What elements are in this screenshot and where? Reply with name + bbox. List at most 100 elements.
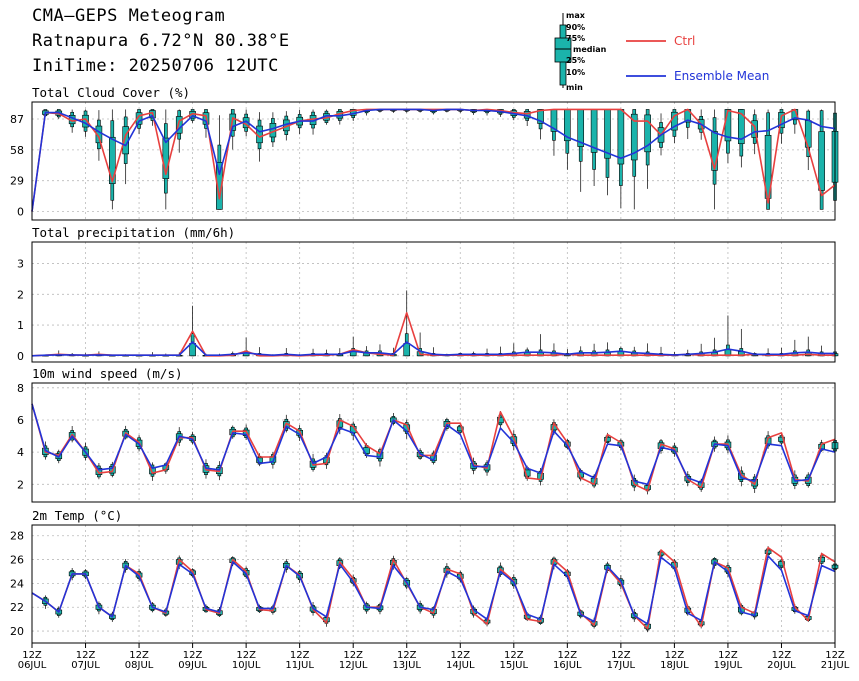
- ensemble-mean-line: [31, 403, 836, 486]
- x-tick-date: 14JUL: [446, 660, 475, 671]
- panel-1: Total precipitation (mm/6h) 0 1 2 3: [17, 225, 839, 363]
- y-tick-label: 0: [17, 205, 24, 218]
- y-tick-label: 24: [10, 577, 24, 590]
- x-tick-date: 12JUL: [339, 660, 368, 671]
- legend-box-label: 75%: [566, 34, 585, 43]
- panel-title: Total Cloud Cover (%): [32, 85, 190, 100]
- box-inner: [95, 125, 103, 144]
- y-tick-label: 2: [17, 288, 24, 301]
- x-tick-hour: 12Z: [343, 650, 363, 661]
- ensemble-boxes: [42, 290, 839, 357]
- box-inner: [497, 416, 504, 424]
- y-tick-label: 58: [10, 144, 24, 157]
- x-tick-hour: 12Z: [290, 650, 310, 661]
- x-tick-hour: 12Z: [450, 650, 470, 661]
- location-label: Ratnapura 6.72°N 80.38°E: [32, 31, 290, 51]
- box-inner: [135, 112, 143, 125]
- panel-2: 10m wind speed (m/s) 2 4 6 8: [17, 366, 839, 503]
- box-inner: [590, 109, 598, 153]
- legend-box-label: 10%: [566, 68, 585, 77]
- box-inner: [216, 162, 223, 210]
- x-tick-date: 17JUL: [607, 660, 636, 671]
- x-tick-hour: 12Z: [129, 650, 149, 661]
- panel-title: Total precipitation (mm/6h): [32, 225, 235, 240]
- box-inner: [778, 561, 785, 567]
- box-inner: [537, 109, 544, 124]
- box-inner: [403, 343, 411, 357]
- box-inner: [778, 436, 785, 442]
- x-tick-date: 13JUL: [392, 660, 421, 671]
- y-tick-label: 29: [10, 175, 24, 188]
- legend-box-label: 90%: [566, 23, 585, 32]
- legend-box-label: min: [566, 83, 583, 92]
- box-inner: [818, 131, 825, 191]
- panel-title: 2m Temp (°C): [32, 508, 122, 523]
- legend-box-label: median: [573, 45, 607, 54]
- panel-frame: [31, 241, 836, 363]
- box-inner: [189, 343, 196, 357]
- ensemble-boxes: [42, 109, 839, 210]
- box-inner: [630, 113, 638, 161]
- legend-box-inner: [554, 37, 572, 63]
- x-tick-hour: 12Z: [183, 650, 203, 661]
- y-tick-label: 87: [10, 113, 24, 126]
- x-axis: 12Z06JUL12Z07JUL12Z08JUL12Z09JUL12Z10JUL…: [18, 643, 850, 671]
- box-inner: [82, 114, 89, 128]
- x-tick-date: 10JUL: [232, 660, 261, 671]
- box-inner: [604, 109, 611, 159]
- ensemble-boxes: [42, 411, 839, 495]
- y-tick-label: 1: [17, 319, 24, 332]
- x-tick-date: 16JUL: [553, 660, 582, 671]
- y-tick-label: 22: [10, 601, 24, 614]
- panel-title: 10m wind speed (m/s): [32, 366, 183, 381]
- x-tick-hour: 12Z: [611, 650, 631, 661]
- x-tick-date: 19JUL: [714, 660, 743, 671]
- x-tick-hour: 12Z: [718, 650, 738, 661]
- box-inner: [109, 136, 116, 184]
- panel-0: Total Cloud Cover (%) 0 29 58 87: [10, 85, 839, 221]
- y-tick-label: 0: [17, 350, 24, 363]
- x-tick-hour: 12Z: [22, 650, 42, 661]
- legend-ctrl-label: Ctrl: [674, 34, 695, 48]
- x-tick-hour: 12Z: [825, 650, 845, 661]
- x-tick-hour: 12Z: [772, 650, 792, 661]
- x-tick-date: 15JUL: [500, 660, 529, 671]
- panel-frame: [31, 524, 836, 644]
- ensemble-mean-line: [31, 341, 835, 357]
- x-tick-date: 07JUL: [71, 660, 100, 671]
- y-tick-label: 6: [17, 414, 24, 427]
- y-tick-label: 4: [17, 446, 24, 459]
- box-inner: [617, 109, 625, 165]
- x-tick-hour: 12Z: [76, 650, 96, 661]
- box-inner: [456, 426, 464, 432]
- panel-frame: [31, 101, 836, 221]
- y-tick-label: 20: [10, 625, 24, 638]
- x-tick-hour: 12Z: [504, 650, 524, 661]
- legend-box-label: 25%: [566, 56, 585, 65]
- y-tick-label: 8: [17, 382, 24, 395]
- x-tick-hour: 12Z: [665, 650, 685, 661]
- x-tick-date: 20JUL: [767, 660, 796, 671]
- ensemble-mean-line: [31, 108, 836, 212]
- x-tick-date: 08JUL: [125, 660, 154, 671]
- x-tick-date: 09JUL: [178, 660, 207, 671]
- x-tick-date: 06JUL: [18, 660, 47, 671]
- box-inner: [644, 114, 651, 153]
- page-title: CMA–GEPS Meteogram: [32, 6, 226, 26]
- x-tick-date: 21JUL: [821, 660, 850, 671]
- legend-box-label: max: [566, 11, 586, 20]
- x-tick-hour: 12Z: [236, 650, 256, 661]
- y-tick-label: 3: [17, 258, 24, 271]
- x-tick-hour: 12Z: [397, 650, 417, 661]
- ensemble-mean-line: [31, 555, 836, 625]
- init-time-label: IniTime: 20250706 12UTC: [32, 56, 279, 76]
- y-tick-label: 2: [17, 478, 24, 491]
- y-tick-label: 26: [10, 554, 24, 567]
- x-tick-hour: 12Z: [558, 650, 578, 661]
- panel-frame: [31, 382, 836, 503]
- legend: max 90% 75% median 25% 10% min Ctrl Ensemble Mea…: [554, 11, 769, 92]
- x-tick-date: 18JUL: [660, 660, 689, 671]
- ctrl-line: [31, 546, 836, 630]
- legend-mean-label: Ensemble Mean: [674, 69, 769, 83]
